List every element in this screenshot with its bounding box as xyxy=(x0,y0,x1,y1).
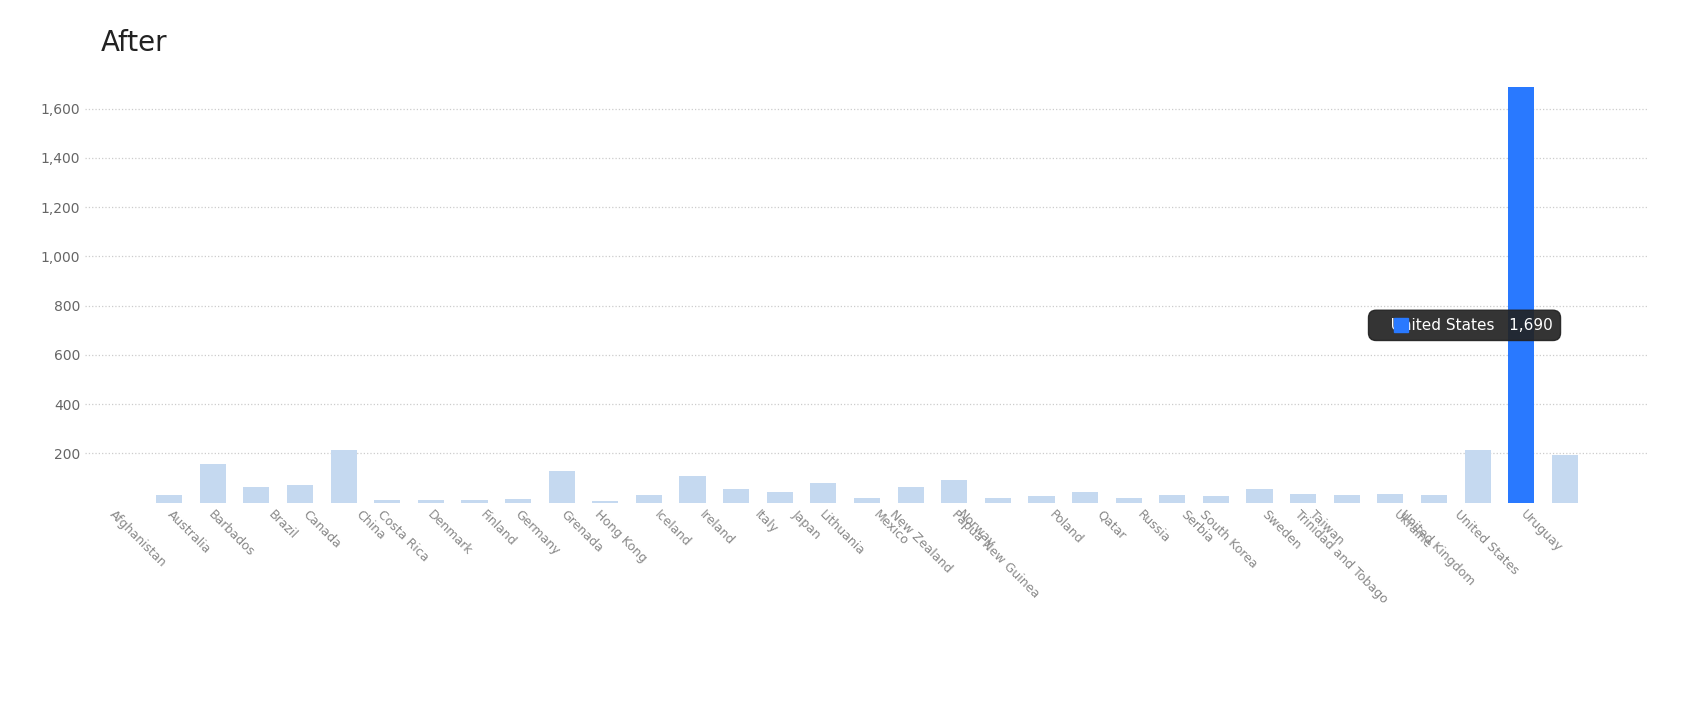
Bar xyxy=(1464,449,1491,503)
Bar xyxy=(1246,489,1273,503)
Bar xyxy=(1115,498,1142,503)
Bar xyxy=(1508,87,1535,503)
Bar xyxy=(680,475,705,503)
Bar xyxy=(853,498,881,503)
Bar xyxy=(767,492,792,503)
Bar xyxy=(1552,454,1578,503)
Bar xyxy=(1159,495,1185,503)
Bar xyxy=(722,489,750,503)
Bar xyxy=(549,470,575,503)
Bar xyxy=(243,487,270,503)
Bar xyxy=(461,500,488,503)
Bar xyxy=(636,495,661,503)
Bar xyxy=(330,449,357,503)
Bar xyxy=(199,465,226,503)
Bar xyxy=(374,500,400,503)
Bar xyxy=(592,500,619,503)
Bar xyxy=(1204,496,1229,503)
Bar xyxy=(418,500,444,503)
Text: After: After xyxy=(100,29,167,57)
Bar xyxy=(811,483,836,503)
Bar xyxy=(1334,495,1360,503)
Bar xyxy=(505,499,530,503)
Bar xyxy=(1073,492,1098,503)
Bar xyxy=(984,498,1012,503)
Bar xyxy=(942,480,967,503)
Text: United States   1,690: United States 1,690 xyxy=(1375,318,1552,333)
Bar xyxy=(1028,496,1054,503)
Bar xyxy=(1377,494,1404,503)
Bar xyxy=(156,495,182,503)
Bar xyxy=(1421,495,1447,503)
Bar xyxy=(1290,494,1316,503)
Bar xyxy=(898,487,923,503)
Bar xyxy=(287,485,313,503)
